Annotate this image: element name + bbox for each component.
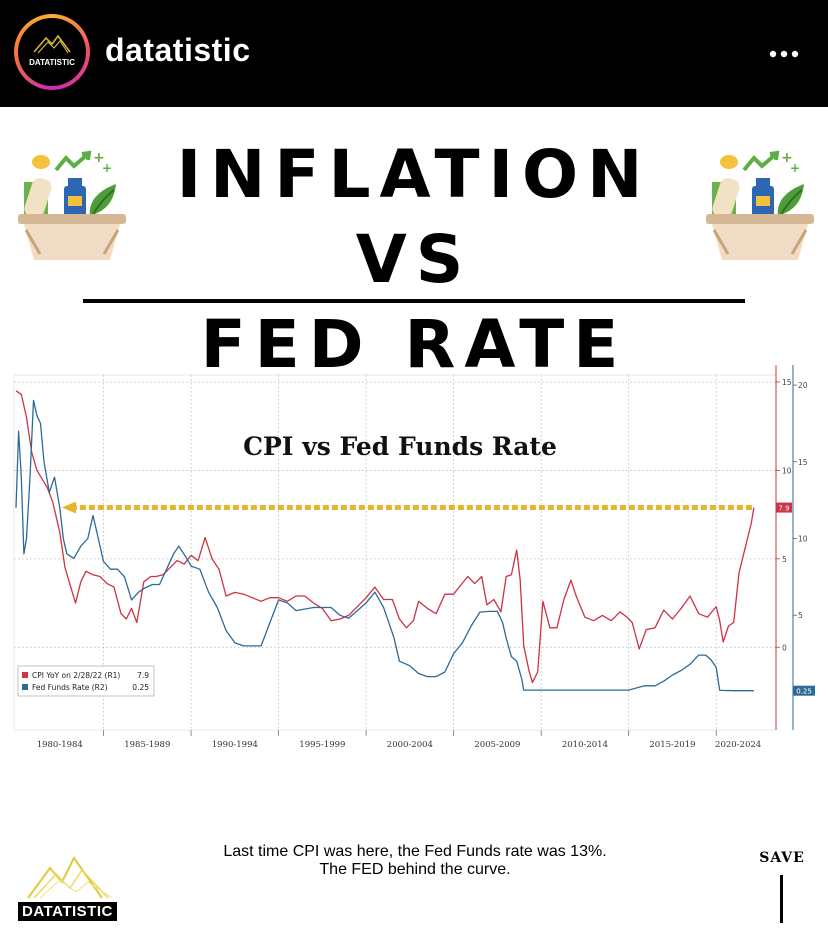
legend-box (17, 665, 155, 697)
arrow-head (62, 501, 76, 514)
legend-swatch-fed (22, 684, 28, 690)
title-line-1: INFLATION VS (176, 136, 652, 298)
title-underline (83, 299, 745, 303)
x-tick-label: 2000-2004 (387, 740, 433, 750)
legend-swatch-cpi (22, 672, 28, 678)
title-line-2: FED RATE (200, 306, 628, 383)
chart-legend: CPI YoY on 2/28/22 (R1) 7.9 Fed Funds Ra… (17, 665, 155, 697)
chart-grid (14, 375, 776, 730)
avatar-brand-text: DATATISTIC (29, 58, 75, 67)
brand-logo-text: DATATISTIC (18, 902, 117, 921)
x-tick-label: 1980-1984 (37, 740, 83, 750)
cpi-vs-fed-chart: CPI vs Fed Funds Rate 1980-1984 1985-1989… (13, 365, 815, 750)
fed-last-value-badge (793, 685, 815, 696)
fed-series-line (15, 399, 754, 692)
caption-line-2: The FED behind the curve. (319, 861, 511, 878)
r1-tick-label: 5 (782, 555, 787, 564)
legend-value-fed: 0.25 (132, 683, 149, 692)
more-dots-icon (769, 50, 799, 58)
r2-tick-label: 5 (798, 611, 803, 620)
profile-avatar[interactable]: DATATISTIC (14, 14, 90, 90)
legend-label-cpi: CPI YoY on 2/28/22 (R1) (32, 671, 120, 680)
x-tick-label: 2010-2014 (562, 740, 608, 750)
cpi-last-value-badge (776, 502, 792, 513)
r1-tick-label: 10 (782, 466, 792, 475)
r2-tick-label: 15 (798, 458, 808, 467)
legend-label-fed: Fed Funds Rate (R2) (32, 683, 108, 692)
series-layer (15, 390, 755, 692)
post-caption: Last time CPI was here, the Fed Funds ra… (180, 843, 650, 879)
fed-last-value-label: 0.25 (796, 688, 812, 696)
save-button[interactable]: SAVE (759, 850, 805, 866)
username[interactable]: datatistic (105, 32, 251, 68)
r1-tick-label: 0 (782, 643, 787, 652)
svg-text:+: + (102, 161, 112, 175)
r2-tick-label: 10 (798, 534, 808, 543)
annotation-arrow (62, 501, 752, 514)
svg-text:+: + (790, 161, 800, 175)
mountain-logo-icon (33, 34, 71, 54)
cpi-series-line (15, 390, 755, 684)
more-horizontal-icon[interactable] (764, 36, 804, 66)
save-indicator-line (780, 875, 783, 923)
axis-layer: 1980-1984 1985-1989 1990-1994 1995-1999 2000… (37, 378, 815, 750)
grocery-basket-icon-right: + + (706, 150, 814, 260)
svg-text:+: + (93, 150, 105, 166)
x-tick-label: 1990-1994 (212, 740, 258, 750)
x-tick-label: 2005-2009 (474, 740, 520, 750)
legend-value-cpi: 7.9 (137, 671, 149, 680)
cpi-last-value-label: 7.9 (778, 505, 789, 513)
grocery-basket-icon-left: + + (18, 150, 126, 260)
avatar-inner: DATATISTIC (18, 18, 86, 86)
post-title: INFLATION VS FED RATE (130, 132, 698, 387)
r1-tick-label: 15 (782, 378, 792, 387)
x-tick-label: 2020-2024 (715, 740, 761, 750)
x-tick-label: 1985-1989 (124, 740, 170, 750)
post-header: DATATISTIC datatistic (0, 0, 828, 107)
caption-line-1: Last time CPI was here, the Fed Funds ra… (223, 843, 607, 860)
svg-text:+: + (781, 150, 793, 166)
brand-mountain-logo-icon (27, 856, 113, 899)
x-tick-label: 1995-1999 (299, 740, 345, 750)
x-tick-label: 2015-2019 (649, 740, 695, 750)
chart-title: CPI vs Fed Funds Rate (243, 432, 557, 461)
r2-tick-label: 20 (798, 381, 808, 390)
